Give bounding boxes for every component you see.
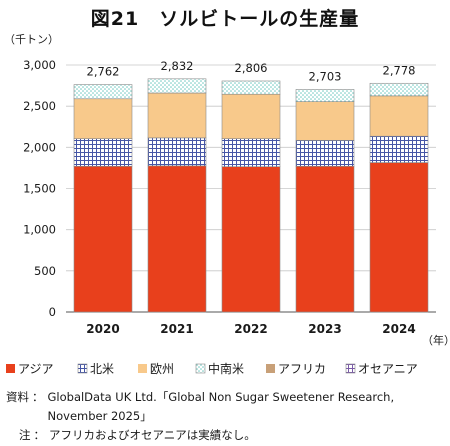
x-tick-label: 2022 [234,322,267,336]
bar-segment [295,140,355,167]
x-tick-label: 2024 [382,322,415,336]
y-tick-label: 2,500 [23,99,56,113]
figure-notes: 資料 ： GlobalData UK Ltd.「Global Non Sugar… [6,388,444,445]
note-text: アフリカおよびオセアニアは実績なし。 [49,428,256,442]
y-tick-label: 0 [49,305,56,319]
legend-label: オセアニア [358,362,418,376]
bar-segment [147,137,207,167]
bar-segment [73,84,133,100]
legend-swatch [195,363,206,374]
source-note: 資料 ： GlobalData UK Ltd.「Global Non Sugar… [6,388,444,426]
legend-label: 北米 [90,362,114,376]
y-tick-label: 3,000 [23,58,56,72]
total-label: 2,806 [235,61,268,75]
legend-label: 中南米 [208,361,244,376]
chart-legend: アジア 北米 欧州 中南米 アフリカ オセアニア [6,361,418,376]
x-axis-label: （年） [422,333,450,347]
bar-segment [147,165,207,313]
source-label: 資料 [6,390,29,404]
bar-segment [295,89,355,102]
bar-segment [369,95,429,137]
y-tick-label: 500 [34,264,56,278]
y-tick-label: 1,500 [23,182,56,196]
legend-swatch [345,363,356,374]
x-tick-label: 2020 [86,322,119,336]
bar-segment [369,135,429,163]
stacked-bar-chart: （千トン） 0 500 1,000 1,500 2,000 2,500 3,000 2,762… [4,33,450,376]
bar-segment [295,101,355,141]
total-label: 2,832 [161,59,194,73]
footnote: 注 ： アフリカおよびオセアニアは実績なし。 [6,426,444,445]
total-label: 2,762 [87,65,120,79]
legend-swatch [138,364,147,373]
bar-segment [73,165,133,313]
y-tick-label: 2,000 [23,140,56,154]
bar-segment [147,92,207,139]
y-tick-label: 1,000 [23,223,56,237]
total-label: 2,703 [309,69,342,83]
bar-segment [295,165,355,313]
x-tick-label: 2021 [160,322,193,336]
legend-label: 欧州 [150,362,174,376]
bar-segment [369,82,429,97]
note-label: 注 [19,428,31,442]
legend-swatch [6,364,15,373]
legend-label: アジア [18,362,54,376]
legend-swatch [266,364,275,373]
bar-segment [221,166,281,313]
chart-title: 図21 ソルビトールの生産量 [90,8,360,30]
y-axis-label: （千トン） [4,33,59,46]
total-label: 2,778 [383,63,416,77]
bar-segment [221,80,281,95]
bar-segment [221,138,281,167]
source-text: GlobalData UK Ltd.「Global Non Sugar Swee… [47,390,395,423]
bar-segment [369,162,429,313]
x-tick-label: 2023 [308,322,341,336]
bar-segment [73,98,133,139]
bar-segment [147,78,207,94]
bar-segment [73,138,133,167]
legend-swatch [77,363,88,374]
legend-label: アフリカ [278,362,326,376]
bar-segment [221,93,281,139]
